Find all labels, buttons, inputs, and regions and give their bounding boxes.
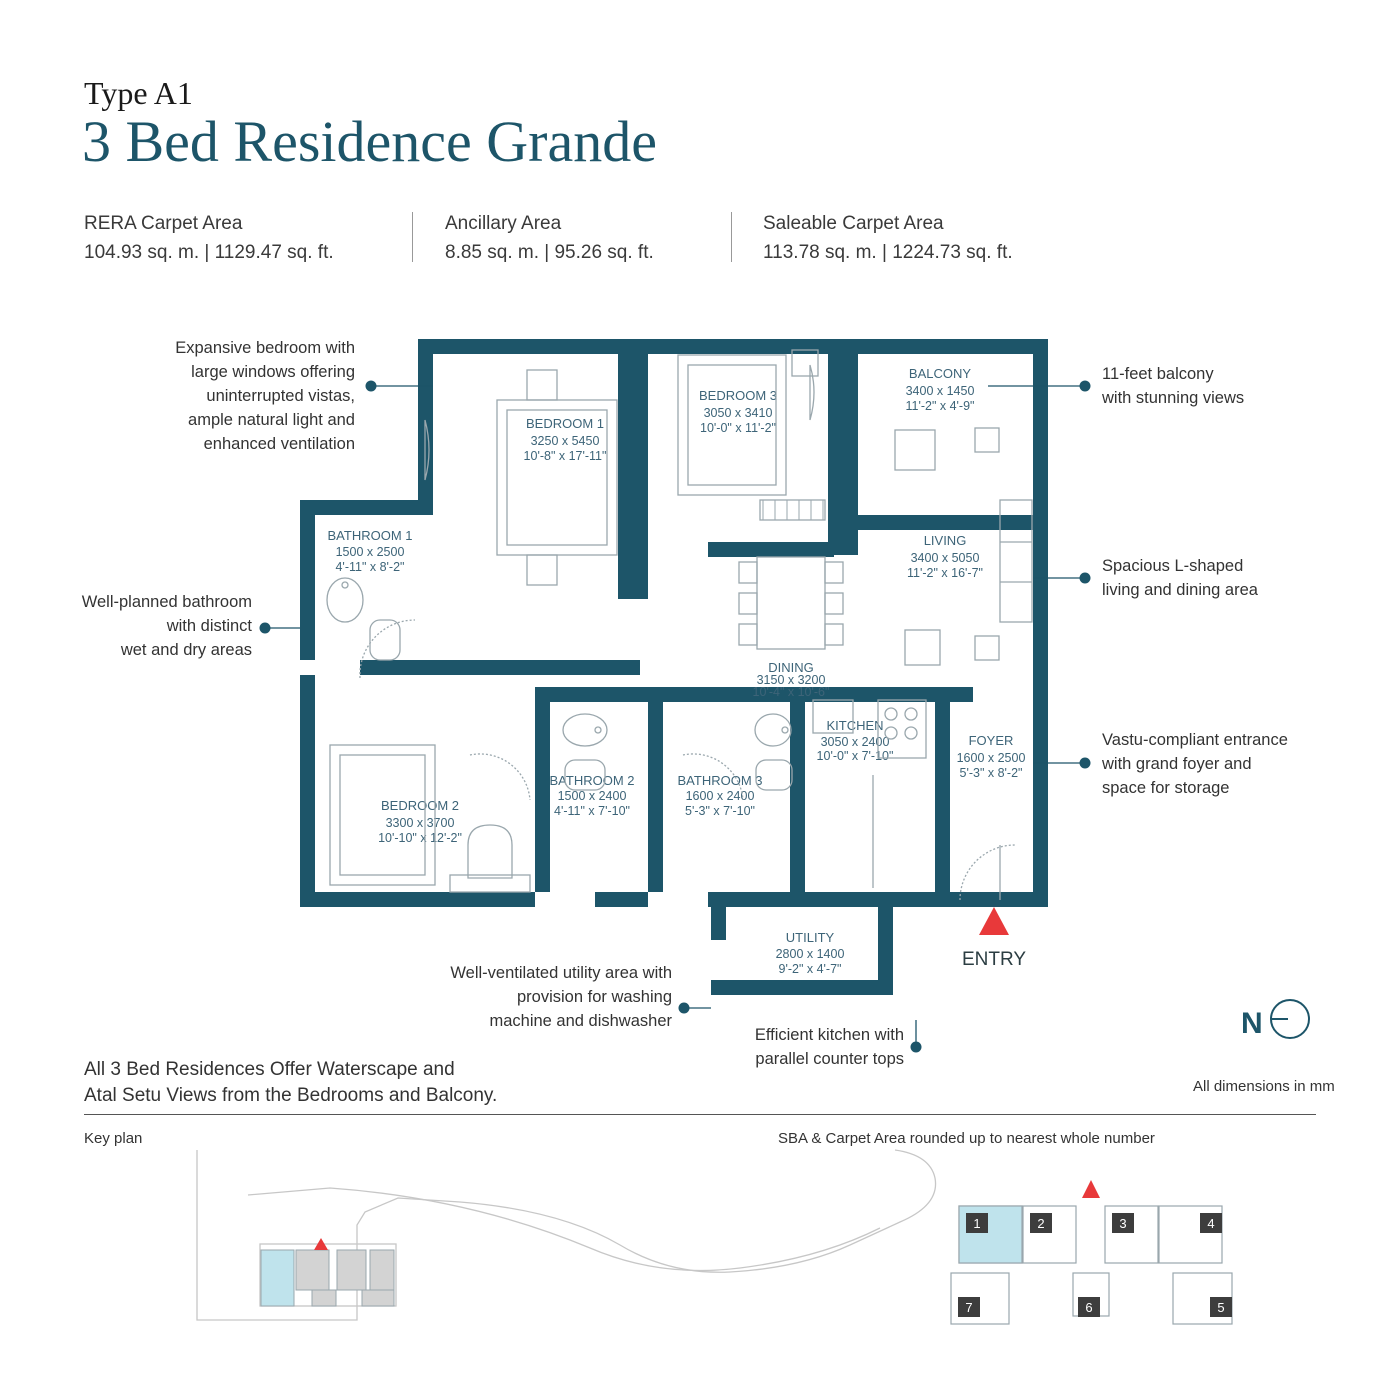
svg-text:9'-2" x 4'-7": 9'-2" x 4'-7" <box>779 962 842 976</box>
svg-text:N: N <box>1241 1007 1263 1040</box>
svg-text:11'-2" x 16'-7": 11'-2" x 16'-7" <box>907 566 983 580</box>
svg-text:3250 x 5450: 3250 x 5450 <box>531 434 600 448</box>
svg-text:Well-planned bathroom: Well-planned bathroom <box>82 593 252 611</box>
svg-text:machine and dishwasher: machine and dishwasher <box>489 1012 672 1030</box>
svg-text:Well-ventilated utility area w: Well-ventilated utility area with <box>450 964 672 982</box>
svg-text:space for storage: space for storage <box>1102 779 1230 797</box>
svg-text:Expansive bedroom with: Expansive bedroom with <box>175 339 355 357</box>
svg-text:5: 5 <box>1217 1300 1224 1315</box>
svg-text:1500 x 2400: 1500 x 2400 <box>558 789 627 803</box>
svg-text:3: 3 <box>1119 1216 1126 1231</box>
svg-text:BALCONY: BALCONY <box>909 366 971 381</box>
svg-text:3300 x 3700: 3300 x 3700 <box>386 816 455 830</box>
svg-text:2800 x 1400: 2800 x 1400 <box>776 947 845 961</box>
svg-text:5'-3" x 8'-2": 5'-3" x 8'-2" <box>960 766 1023 780</box>
svg-text:1600 x 2400: 1600 x 2400 <box>686 789 755 803</box>
svg-text:11-feet balcony: 11-feet balcony <box>1102 365 1214 383</box>
svg-text:BEDROOM 2: BEDROOM 2 <box>381 798 459 813</box>
svg-text:6: 6 <box>1085 1300 1092 1315</box>
svg-text:5'-3" x 7'-10": 5'-3" x 7'-10" <box>685 804 755 818</box>
svg-text:parallel counter tops: parallel counter tops <box>755 1050 904 1068</box>
svg-text:10'-10" x 12'-2": 10'-10" x 12'-2" <box>378 831 462 845</box>
svg-text:living and dining area: living and dining area <box>1102 581 1259 599</box>
svg-text:with stunning views: with stunning views <box>1101 389 1244 407</box>
svg-text:provision for washing: provision for washing <box>517 988 672 1006</box>
svg-text:10'-4" x 10'-6": 10'-4" x 10'-6" <box>753 685 830 699</box>
svg-text:4'-11" x 8'-2": 4'-11" x 8'-2" <box>335 560 404 574</box>
svg-text:ENTRY: ENTRY <box>962 949 1026 970</box>
svg-text:uninterrupted vistas,: uninterrupted vistas, <box>206 387 355 405</box>
svg-text:3050 x 2400: 3050 x 2400 <box>821 735 890 749</box>
svg-text:2: 2 <box>1037 1216 1044 1231</box>
svg-text:BEDROOM 3: BEDROOM 3 <box>699 388 777 403</box>
svg-text:with distinct: with distinct <box>166 617 253 635</box>
svg-text:BATHROOM 1: BATHROOM 1 <box>328 528 413 543</box>
svg-text:3400 x 1450: 3400 x 1450 <box>906 384 975 398</box>
svg-text:3400 x 5050: 3400 x 5050 <box>911 551 980 565</box>
svg-text:3050 x 3410: 3050 x 3410 <box>704 406 773 420</box>
svg-text:KITCHEN: KITCHEN <box>826 718 883 733</box>
svg-text:BATHROOM 2: BATHROOM 2 <box>550 773 635 788</box>
svg-text:10'-0" x 11'-2": 10'-0" x 11'-2" <box>700 421 776 435</box>
svg-text:BEDROOM 1: BEDROOM 1 <box>526 416 604 431</box>
svg-text:Vastu-compliant entrance: Vastu-compliant entrance <box>1102 731 1288 749</box>
svg-text:11'-2" x 4'-9": 11'-2" x 4'-9" <box>905 399 974 413</box>
svg-text:4: 4 <box>1207 1216 1214 1231</box>
svg-text:FOYER: FOYER <box>969 733 1014 748</box>
svg-text:1600 x 2500: 1600 x 2500 <box>957 751 1026 765</box>
svg-text:LIVING: LIVING <box>924 533 967 548</box>
svg-text:ample natural light and: ample natural light and <box>188 411 355 429</box>
svg-text:10'-8" x 17'-11": 10'-8" x 17'-11" <box>524 449 607 463</box>
svg-text:7: 7 <box>965 1300 972 1315</box>
svg-text:1: 1 <box>973 1216 980 1231</box>
svg-text:enhanced ventilation: enhanced ventilation <box>204 435 355 453</box>
svg-text:1500 x 2500: 1500 x 2500 <box>336 545 405 559</box>
svg-text:with grand foyer and: with grand foyer and <box>1101 755 1252 773</box>
svg-text:BATHROOM 3: BATHROOM 3 <box>678 773 763 788</box>
svg-text:UTILITY: UTILITY <box>786 930 835 945</box>
svg-text:wet and dry areas: wet and dry areas <box>120 641 252 659</box>
svg-text:large windows offering: large windows offering <box>191 363 355 381</box>
svg-text:10'-0" x 7'-10": 10'-0" x 7'-10" <box>817 749 894 763</box>
svg-text:4'-11" x 7'-10": 4'-11" x 7'-10" <box>554 804 630 818</box>
svg-text:Efficient kitchen with: Efficient kitchen with <box>755 1026 904 1044</box>
svg-text:Spacious L-shaped: Spacious L-shaped <box>1102 557 1243 575</box>
